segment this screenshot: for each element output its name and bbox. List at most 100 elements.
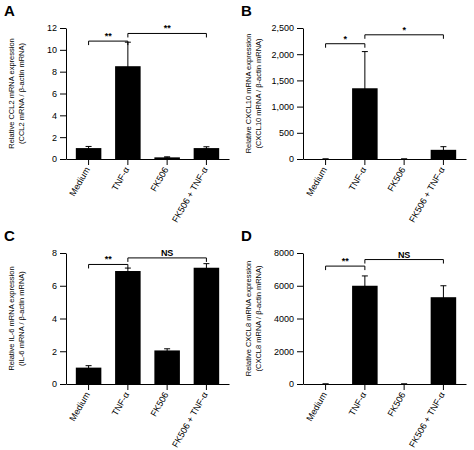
y-tick: 10 — [47, 45, 66, 55]
tick-mark — [206, 384, 207, 390]
y-tick: 0 — [52, 154, 66, 164]
tick-mark — [325, 384, 326, 390]
y-tick: 8 — [52, 67, 66, 77]
y-tick: 6 — [52, 89, 66, 99]
tick-label: 6000 — [274, 281, 294, 291]
axis-line — [67, 159, 230, 160]
error-bar — [164, 157, 170, 158]
tick-mark — [60, 137, 66, 138]
annotations: **** — [89, 23, 207, 45]
significance-label: * — [402, 25, 406, 35]
x-tick: Medium — [67, 384, 92, 423]
x-axis: MediumTNF-αFK506FK506 + TNF-α — [304, 159, 467, 224]
y-tick: 2,500 — [271, 23, 303, 33]
y-axis-title: Relative IL-6 mRNA expression(IL-6 mRNA … — [7, 266, 26, 370]
bar — [154, 350, 180, 384]
error-bar — [164, 349, 170, 352]
tick-mark — [297, 54, 303, 55]
bar — [391, 384, 417, 385]
y-tick: 500 — [279, 128, 303, 138]
bar — [431, 297, 457, 384]
x-tick: Medium — [304, 159, 329, 198]
tick-mark — [88, 384, 89, 390]
tick-mark — [297, 384, 303, 385]
tick-label: FK506 + TNF-α — [170, 390, 210, 449]
axis-line — [303, 29, 304, 160]
axis-line — [304, 159, 467, 160]
panel: 05001,0001,5002,0002,500MediumTNF-αFK506… — [241, 2, 467, 224]
panel: 02000400060008000MediumTNF-αFK506FK506 +… — [241, 227, 467, 449]
significance-bracket — [365, 35, 444, 39]
tick-mark — [60, 253, 66, 254]
significance-bracket — [128, 258, 207, 262]
y-tick: 2,000 — [271, 50, 303, 60]
plot-area: 02468MediumTNF-αFK506FK506 + TNF-α**NS — [52, 248, 230, 449]
tick-mark — [297, 80, 303, 81]
tick-label: 2,500 — [271, 23, 294, 33]
tick-mark — [297, 253, 303, 254]
bars — [76, 264, 219, 384]
bar — [313, 159, 339, 160]
tick-label: TNF-α — [347, 165, 369, 192]
tick-mark — [297, 159, 303, 160]
tick-label: 8 — [52, 248, 57, 258]
panel: 02468MediumTNF-αFK506FK506 + TNF-α**NSRe… — [4, 227, 230, 449]
tick-mark — [127, 159, 128, 165]
tick-label: 1,500 — [271, 76, 294, 86]
tick-label: 4000 — [274, 314, 294, 324]
tick-label: Medium — [304, 390, 329, 423]
y-tick: 12 — [47, 23, 66, 33]
tick-label: 500 — [279, 128, 294, 138]
x-axis: MediumTNF-αFK506FK506 + TNF-α — [304, 384, 467, 449]
tick-mark — [443, 384, 444, 390]
axis-line — [304, 384, 467, 385]
tick-mark — [127, 384, 128, 390]
significance-bracket — [365, 260, 444, 264]
tick-mark — [364, 384, 365, 390]
tick-label: 6 — [52, 89, 57, 99]
tick-mark — [167, 384, 168, 390]
error-bar — [401, 159, 407, 160]
significance-label: ** — [105, 31, 113, 41]
tick-mark — [167, 159, 168, 165]
plot-area: 05001,0001,5002,0002,500MediumTNF-αFK506… — [271, 23, 466, 224]
x-tick: FK506 + TNF-α — [407, 159, 447, 224]
y-axis: 024681012 — [47, 23, 67, 164]
tick-label: FK506 + TNF-α — [407, 390, 447, 449]
significance-label: ** — [105, 254, 113, 264]
y-axis: 05001,0001,5002,0002,500 — [271, 23, 303, 164]
axis-line — [66, 254, 67, 385]
y-axis-title: Relative CCL2 mRNA expression(CCL2 mRNA … — [7, 38, 26, 148]
axis-line — [67, 384, 230, 385]
y-axis-title-line: Relative CCL2 mRNA expression — [7, 38, 16, 148]
tick-label: Medium — [67, 165, 92, 198]
tick-label: 2,000 — [271, 50, 294, 60]
tick-mark — [60, 115, 66, 116]
x-tick: FK506 + TNF-α — [407, 384, 447, 449]
y-tick: 4 — [52, 314, 66, 324]
y-axis-title-line: (IL-6 mRNA / β-actin mRNA) — [17, 271, 26, 366]
x-tick: Medium — [304, 384, 329, 423]
tick-label: FK506 + TNF-α — [407, 165, 447, 224]
error-bar — [125, 42, 131, 90]
tick-label: 0 — [289, 379, 294, 389]
y-axis-title: Relative CXCL8 mRNA expression(CXCL8 mRN… — [244, 261, 263, 376]
bar — [154, 157, 180, 159]
tick-mark — [404, 384, 405, 390]
x-tick: FK506 — [386, 384, 408, 418]
error-bar — [401, 384, 407, 385]
y-axis-title-line: Relative IL-6 mRNA expression — [7, 266, 16, 370]
tick-label: Medium — [304, 165, 329, 198]
bar — [391, 159, 417, 160]
tick-label: 12 — [47, 23, 57, 33]
bar — [313, 384, 339, 385]
tick-label: 8000 — [274, 248, 294, 258]
bar — [115, 271, 141, 384]
plot-area: 024681012MediumTNF-αFK506FK506 + TNF-α**… — [47, 23, 230, 224]
y-tick: 0 — [289, 154, 303, 164]
tick-mark — [88, 159, 89, 165]
axis-line — [66, 29, 67, 160]
tick-mark — [60, 50, 66, 51]
significance-label: NS — [398, 250, 411, 260]
y-axis: 02468 — [52, 248, 67, 389]
